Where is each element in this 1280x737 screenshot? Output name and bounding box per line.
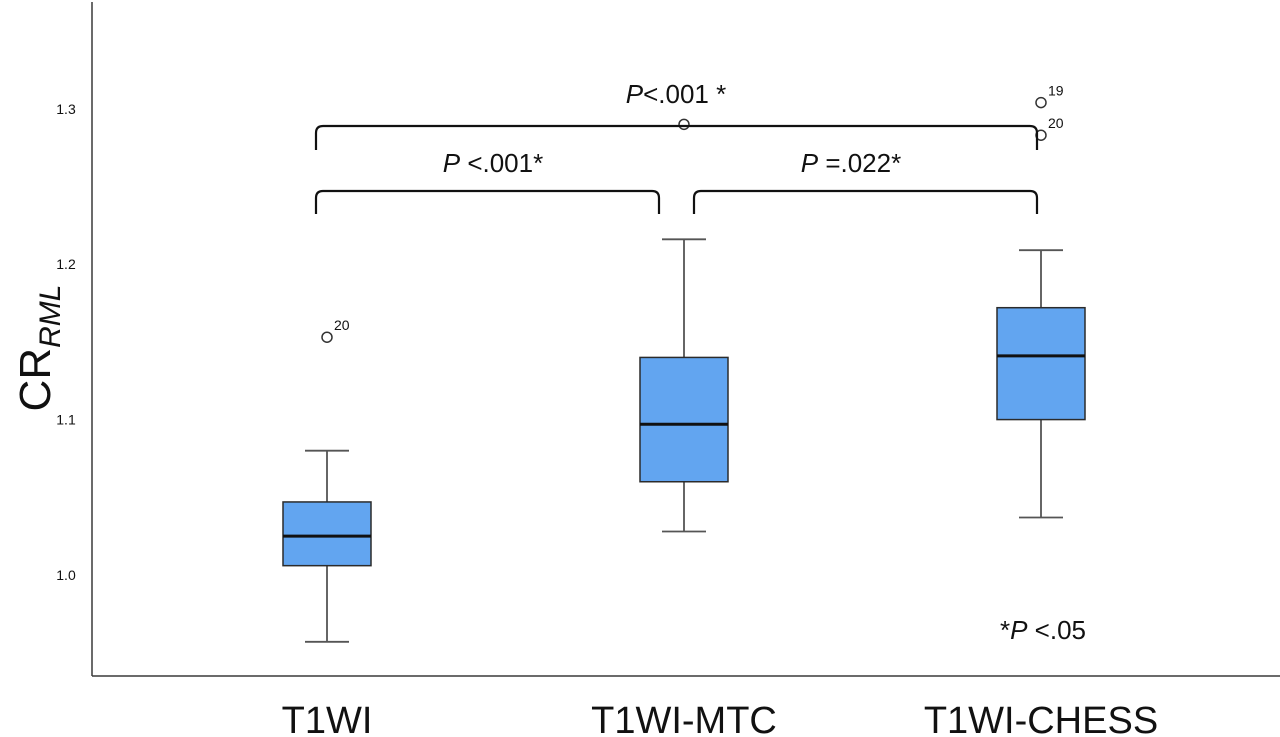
category-label: T1WI-CHESS bbox=[924, 700, 1158, 737]
iqr-box bbox=[639, 356, 729, 483]
p-value-label: P <.001* bbox=[443, 148, 543, 178]
footnote-rest: <.05 bbox=[1027, 615, 1086, 645]
bracket-line bbox=[314, 189, 661, 214]
iqr-box bbox=[996, 306, 1086, 421]
significance-bracket: P =.022* bbox=[692, 148, 1039, 214]
category-label: T1WI-MTC bbox=[591, 700, 777, 737]
box-group: 20 bbox=[282, 317, 372, 643]
significance-bracket: P<.001 * bbox=[314, 79, 1039, 150]
outlier-point bbox=[678, 118, 690, 131]
outlier-point bbox=[1035, 96, 1047, 109]
category-label: T1WI bbox=[282, 700, 373, 737]
outlier-point bbox=[321, 331, 333, 343]
bracket-line bbox=[692, 189, 1039, 214]
significance-brackets: P<.001 * P <.001* P =.022* bbox=[314, 79, 1039, 214]
category-labels: T1WI T1WI-MTC T1WI-CHESS bbox=[282, 700, 1159, 737]
footnote-prefix: * bbox=[1000, 615, 1010, 645]
y-tick-label: 1.3 bbox=[56, 101, 76, 117]
footnote-p: P bbox=[1010, 615, 1028, 645]
footnote: *P <.05 bbox=[1000, 615, 1086, 645]
axes bbox=[91, 2, 1280, 677]
box-group bbox=[639, 118, 729, 533]
y-axis-title-main: CR bbox=[11, 348, 60, 412]
y-tick-label: 1.0 bbox=[56, 567, 76, 583]
p-value-label: P<.001 * bbox=[626, 79, 726, 109]
iqr-box bbox=[282, 501, 372, 567]
p-value-label: P =.022* bbox=[801, 148, 901, 178]
outlier-label: 19 bbox=[1048, 83, 1064, 99]
significance-bracket: P <.001* bbox=[314, 148, 661, 214]
outlier-label: 20 bbox=[334, 317, 350, 333]
bracket-line bbox=[314, 124, 1039, 150]
y-axis-title-subscript: RML bbox=[34, 285, 67, 348]
y-tick-label: 1.2 bbox=[56, 256, 76, 272]
y-tick-label: 1.1 bbox=[56, 412, 76, 428]
outlier-label: 20 bbox=[1048, 115, 1064, 131]
y-tick-labels: 1.0 1.1 1.2 1.3 bbox=[56, 101, 76, 583]
y-axis-title: CRRML bbox=[11, 285, 67, 412]
